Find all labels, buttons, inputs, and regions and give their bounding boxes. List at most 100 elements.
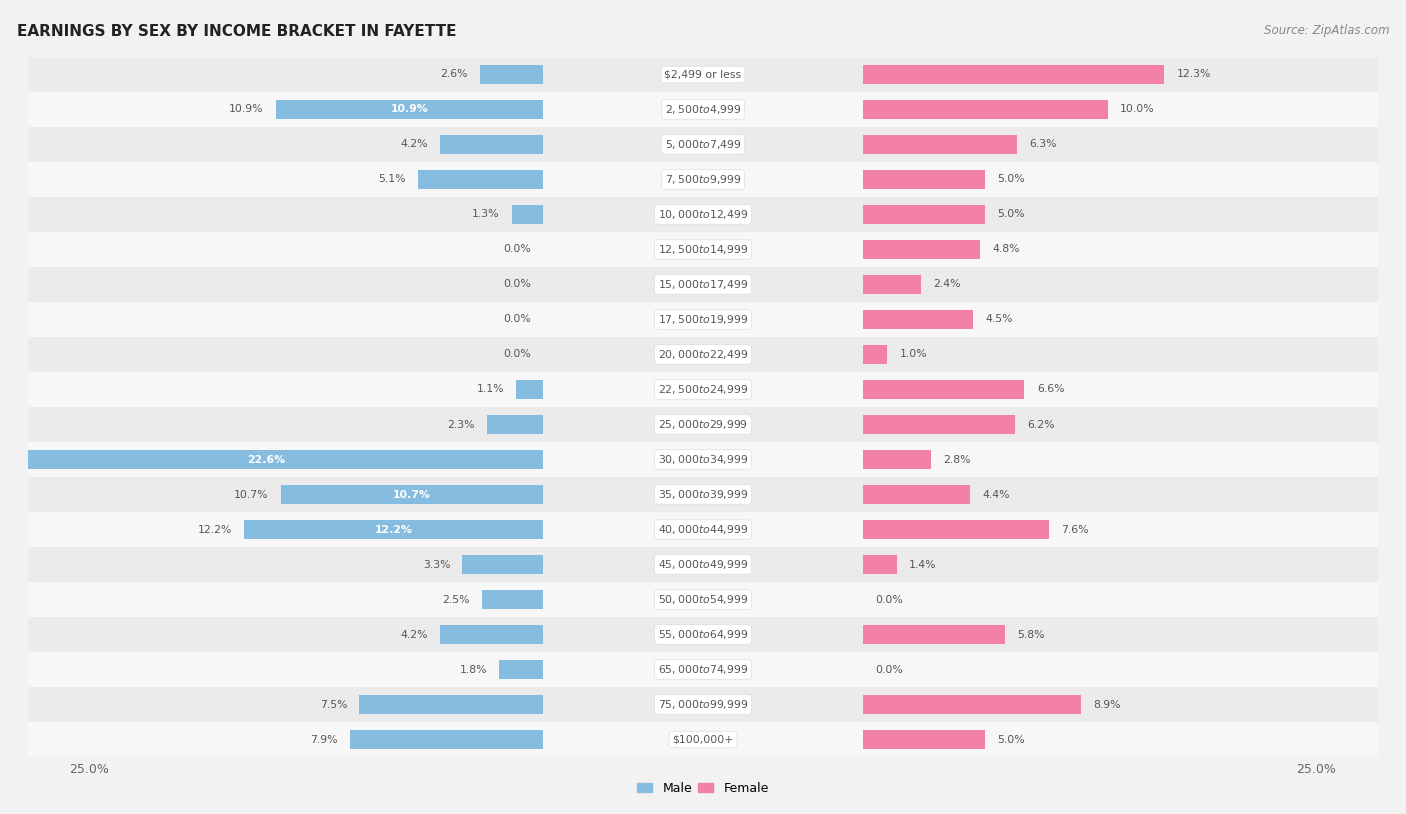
Text: 2.3%: 2.3% [447, 419, 475, 430]
Text: 1.4%: 1.4% [910, 559, 936, 570]
Text: 4.2%: 4.2% [401, 139, 429, 150]
Legend: Male, Female: Male, Female [633, 777, 773, 800]
Text: 10.9%: 10.9% [391, 104, 429, 115]
Bar [482, 590, 544, 609]
Text: 10.7%: 10.7% [235, 489, 269, 500]
Bar [245, 520, 544, 539]
Text: 4.4%: 4.4% [983, 489, 1011, 500]
Text: 12.3%: 12.3% [1177, 69, 1211, 80]
Text: 22.6%: 22.6% [247, 454, 285, 465]
Text: $17,500 to $19,999: $17,500 to $19,999 [658, 313, 748, 326]
Bar [15, 302, 1391, 337]
Text: $2,500 to $4,999: $2,500 to $4,999 [665, 103, 741, 116]
Bar [15, 652, 1391, 687]
Text: 6.3%: 6.3% [1029, 139, 1057, 150]
Text: 5.0%: 5.0% [997, 174, 1025, 185]
Text: $45,000 to $49,999: $45,000 to $49,999 [658, 558, 748, 571]
Text: 12.2%: 12.2% [197, 524, 232, 535]
Text: 1.3%: 1.3% [472, 209, 499, 220]
Bar [862, 65, 1164, 84]
Text: 2.5%: 2.5% [443, 594, 470, 605]
Bar [419, 170, 544, 189]
Bar [440, 625, 544, 644]
Bar [862, 730, 986, 749]
Bar [862, 205, 986, 224]
Bar [15, 547, 1391, 582]
Text: 10.0%: 10.0% [1121, 104, 1154, 115]
Text: 1.0%: 1.0% [900, 349, 927, 360]
Text: $25,000 to $29,999: $25,000 to $29,999 [658, 418, 748, 431]
Bar [15, 582, 1391, 617]
Text: 5.0%: 5.0% [997, 734, 1025, 745]
Text: 12.2%: 12.2% [375, 524, 413, 535]
Bar [0, 450, 544, 469]
Bar [486, 415, 544, 434]
Text: 2.4%: 2.4% [934, 279, 962, 290]
Text: 2.8%: 2.8% [943, 454, 972, 465]
Text: $12,500 to $14,999: $12,500 to $14,999 [658, 243, 748, 256]
Bar [15, 442, 1391, 477]
Bar [350, 730, 544, 749]
Bar [862, 170, 986, 189]
Bar [15, 407, 1391, 442]
Text: 5.8%: 5.8% [1017, 629, 1045, 640]
Bar [463, 555, 544, 574]
Text: 7.5%: 7.5% [319, 699, 347, 710]
Text: $22,500 to $24,999: $22,500 to $24,999 [658, 383, 748, 396]
Text: 4.8%: 4.8% [993, 244, 1021, 255]
Text: 0.0%: 0.0% [875, 594, 903, 605]
Bar [15, 337, 1391, 372]
Bar [862, 450, 931, 469]
Text: 6.6%: 6.6% [1036, 384, 1064, 395]
Bar [15, 267, 1391, 302]
Bar [15, 197, 1391, 232]
Text: 7.6%: 7.6% [1062, 524, 1088, 535]
Bar [862, 345, 887, 364]
Bar [15, 372, 1391, 407]
Text: 7.9%: 7.9% [309, 734, 337, 745]
Bar [862, 625, 1005, 644]
Text: 10.9%: 10.9% [229, 104, 264, 115]
Text: 0.0%: 0.0% [503, 314, 531, 325]
Text: Source: ZipAtlas.com: Source: ZipAtlas.com [1264, 24, 1389, 37]
Bar [15, 722, 1391, 757]
Bar [862, 275, 921, 294]
Bar [862, 135, 1017, 154]
Text: $2,499 or less: $2,499 or less [665, 69, 741, 80]
Bar [15, 162, 1391, 197]
Text: 5.0%: 5.0% [997, 209, 1025, 220]
Text: $50,000 to $54,999: $50,000 to $54,999 [658, 593, 748, 606]
Text: 6.2%: 6.2% [1026, 419, 1054, 430]
Text: 1.1%: 1.1% [477, 384, 505, 395]
Text: $55,000 to $64,999: $55,000 to $64,999 [658, 628, 748, 641]
Text: $100,000+: $100,000+ [672, 734, 734, 745]
Text: 0.0%: 0.0% [875, 664, 903, 675]
Bar [440, 135, 544, 154]
Text: $20,000 to $22,499: $20,000 to $22,499 [658, 348, 748, 361]
Text: 4.2%: 4.2% [401, 629, 429, 640]
Bar [281, 485, 544, 504]
Text: $75,000 to $99,999: $75,000 to $99,999 [658, 698, 748, 711]
Bar [862, 485, 970, 504]
Bar [276, 100, 544, 119]
Text: $30,000 to $34,999: $30,000 to $34,999 [658, 453, 748, 466]
Bar [862, 310, 973, 329]
Bar [15, 127, 1391, 162]
Bar [360, 695, 544, 714]
Bar [15, 687, 1391, 722]
Text: 10.7%: 10.7% [394, 489, 432, 500]
Bar [862, 100, 1108, 119]
Bar [479, 65, 544, 84]
Bar [862, 415, 1015, 434]
Text: $65,000 to $74,999: $65,000 to $74,999 [658, 663, 748, 676]
Bar [15, 477, 1391, 512]
Text: 1.8%: 1.8% [460, 664, 486, 675]
Text: $40,000 to $44,999: $40,000 to $44,999 [658, 523, 748, 536]
Text: $10,000 to $12,499: $10,000 to $12,499 [658, 208, 748, 221]
Bar [15, 617, 1391, 652]
Bar [512, 205, 544, 224]
Text: $7,500 to $9,999: $7,500 to $9,999 [665, 173, 741, 186]
Text: EARNINGS BY SEX BY INCOME BRACKET IN FAYETTE: EARNINGS BY SEX BY INCOME BRACKET IN FAY… [17, 24, 457, 39]
Bar [15, 232, 1391, 267]
Bar [15, 92, 1391, 127]
